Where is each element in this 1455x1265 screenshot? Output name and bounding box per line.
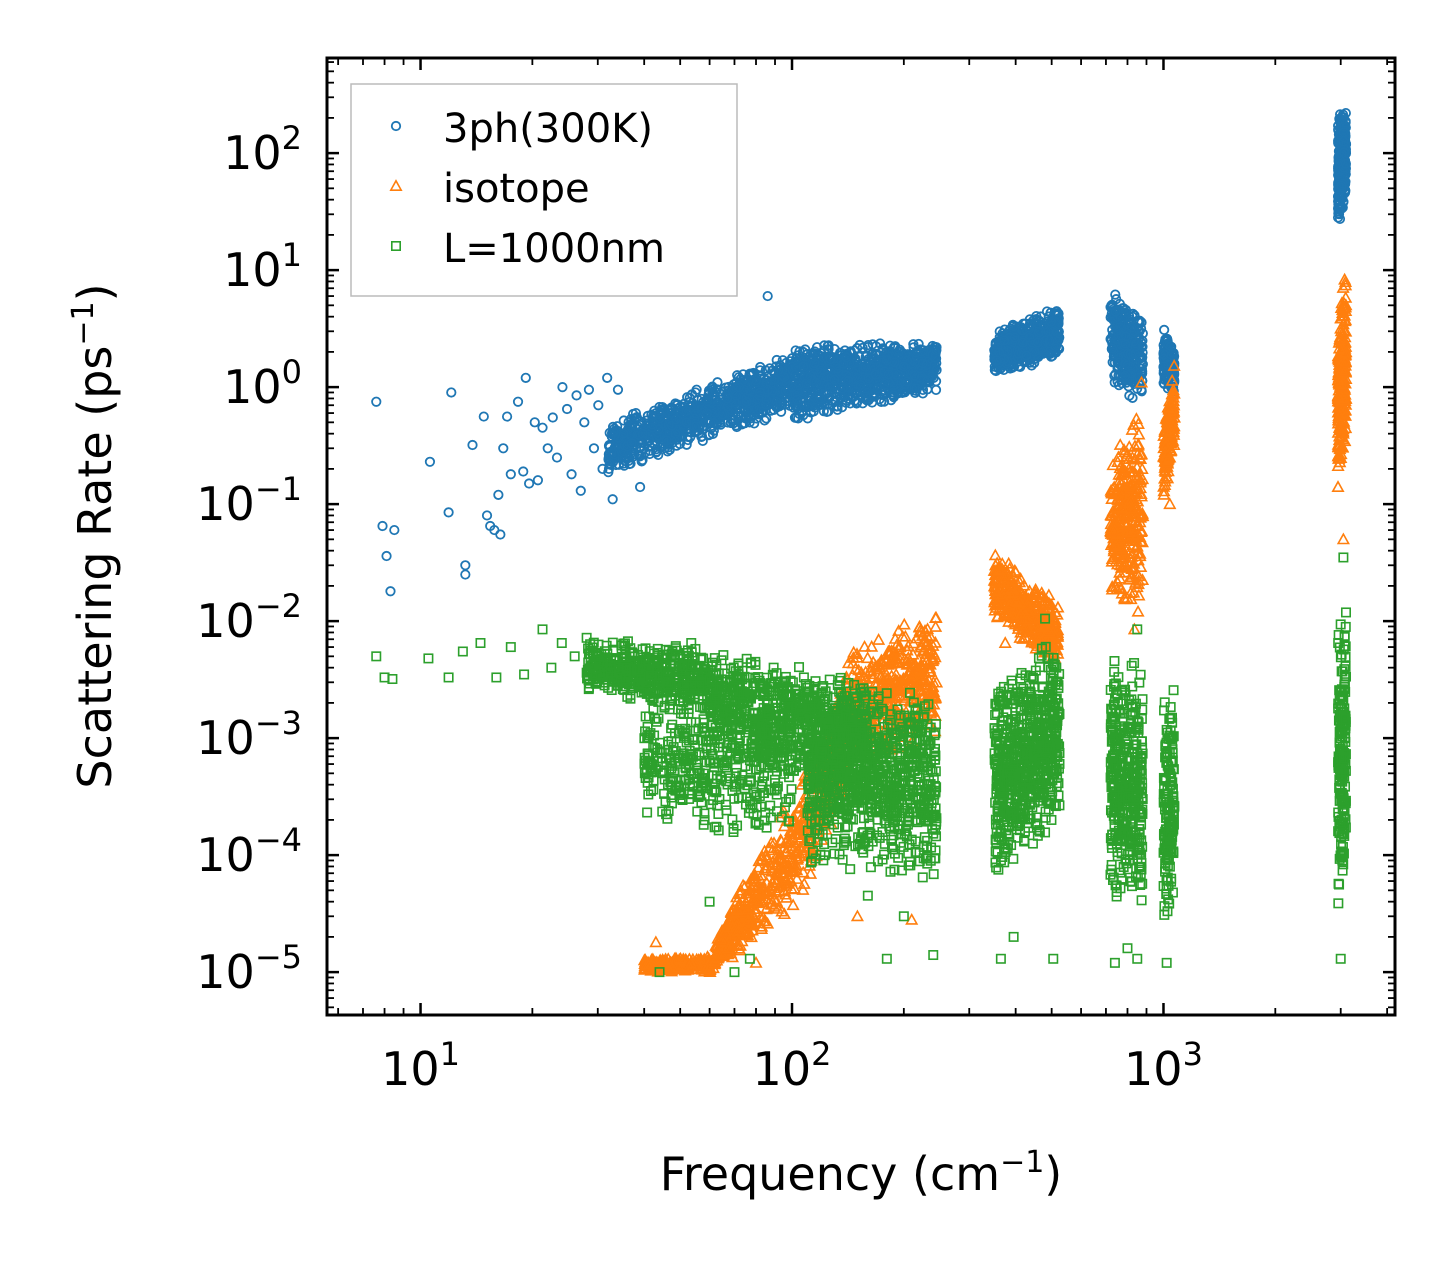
data-point [654, 413, 665, 424]
data-point [708, 425, 719, 436]
data-point [769, 374, 780, 385]
series-layer [371, 107, 1353, 978]
data-point [629, 413, 640, 424]
data-point [721, 388, 733, 399]
data-point [710, 386, 721, 397]
data-point [671, 434, 683, 445]
data-point [637, 428, 648, 439]
data-point [751, 413, 762, 424]
data-point [604, 458, 615, 469]
data-point [626, 438, 637, 449]
data-point [678, 422, 689, 433]
series-circle-0 [371, 107, 1352, 597]
data-point [663, 436, 674, 448]
data-point [761, 394, 772, 406]
data-point [767, 385, 778, 396]
data-point [717, 408, 728, 420]
data-point [682, 431, 693, 442]
data-point [760, 399, 771, 410]
data-point [771, 396, 782, 407]
data-point [644, 441, 655, 452]
data-point [653, 424, 664, 435]
plot-area [371, 107, 1353, 978]
data-point [681, 405, 692, 417]
data-point [779, 371, 790, 383]
data-point [772, 401, 783, 412]
data-point [625, 413, 637, 425]
data-point [702, 393, 713, 404]
data-point [711, 399, 723, 411]
data-point [636, 456, 647, 467]
data-point [761, 413, 772, 424]
data-point [760, 365, 771, 376]
data-point [634, 451, 645, 462]
data-point [690, 408, 702, 419]
data-point [613, 459, 625, 470]
data-point [609, 423, 620, 434]
data-point [741, 396, 752, 408]
data-point [617, 451, 628, 462]
data-point [733, 414, 744, 425]
data-point [732, 370, 743, 381]
data-point [670, 428, 681, 439]
data-point [732, 410, 744, 422]
data-point [670, 414, 681, 425]
data-point [696, 393, 707, 405]
data-point [654, 401, 665, 413]
data-point [734, 404, 745, 415]
data-point [691, 421, 702, 432]
